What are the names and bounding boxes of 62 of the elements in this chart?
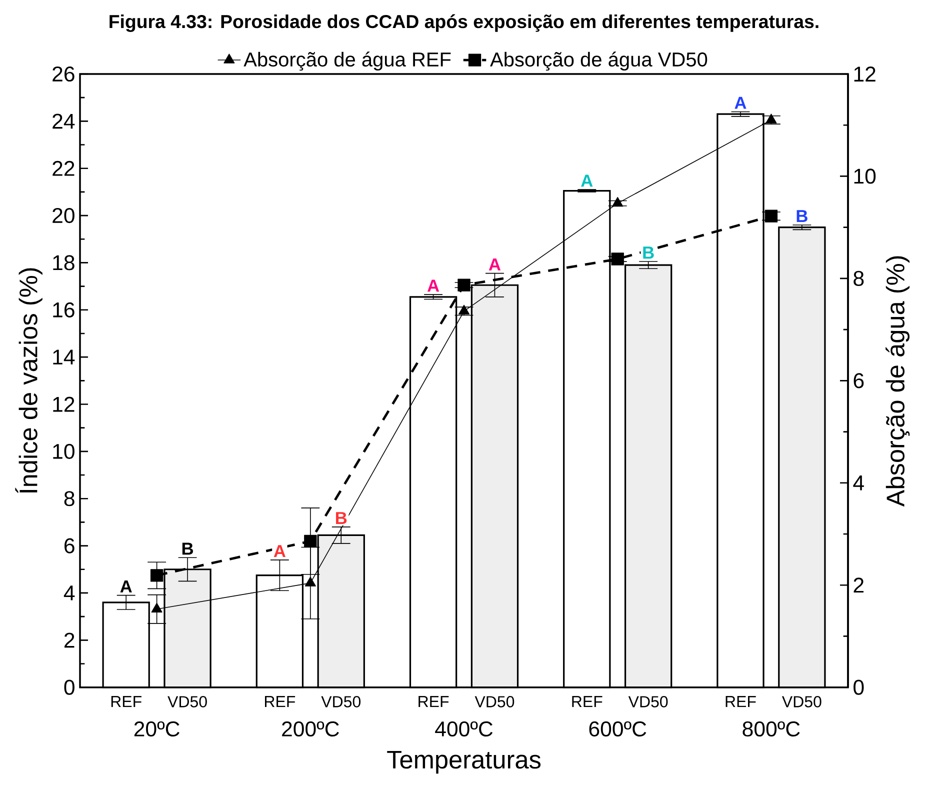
- data-label: B: [182, 542, 193, 554]
- point: [458, 304, 470, 314]
- point: [304, 534, 317, 548]
- text: REF: [265, 696, 296, 707]
- data-label: A: [274, 544, 286, 557]
- y-tick-label: 6: [64, 538, 74, 554]
- point: [458, 278, 470, 292]
- x-axis-title: Temperaturas: [387, 750, 541, 774]
- y2-tick-label: 10: [854, 168, 876, 184]
- y-tick-label: 16: [53, 302, 74, 318]
- data-label: A: [581, 174, 593, 186]
- text: VD50: [628, 696, 668, 708]
- x-tick-label: 800ºC: [742, 721, 800, 736]
- y-axis-title: Índice de vazios (%): [15, 268, 42, 493]
- data-label: A: [734, 96, 746, 109]
- y2-tick-label: 4: [853, 475, 864, 490]
- x-tick-label: 200ºC: [282, 721, 339, 736]
- y-tick-label: 12: [53, 396, 74, 412]
- text: REF: [726, 696, 756, 707]
- y-tick-label: 0: [64, 680, 74, 695]
- y-tick-label: 24: [52, 114, 75, 128]
- y2-tick-label: 8: [854, 270, 864, 286]
- y2-tick-label: 0: [854, 680, 864, 695]
- y2-axis-title: Absorção de água (%): [886, 256, 910, 506]
- chart-title: Figura 4.33: Porosidade dos CCAD após exposição em diferentes temperaturas.: [110, 14, 818, 32]
- text: REF: [572, 696, 602, 707]
- data-label: B: [643, 246, 654, 258]
- text: VD50: [782, 696, 822, 708]
- text: VD50: [321, 696, 361, 708]
- text: REF: [418, 696, 449, 707]
- x-tick-label: 400ºC: [435, 721, 493, 736]
- series-label: REF: [111, 696, 142, 707]
- point: [150, 568, 164, 582]
- data-label: B: [336, 512, 347, 524]
- x-tick-label: 600ºC: [589, 721, 646, 736]
- x-tick-label: 20ºC: [134, 721, 180, 736]
- legend-label: Absorção de água VD50: [490, 52, 708, 70]
- point: [764, 210, 778, 222]
- y-tick-label: 20: [52, 208, 74, 223]
- y-tick-label: 8: [64, 490, 74, 506]
- series-label: VD50: [168, 696, 207, 708]
- point: [611, 252, 624, 266]
- y-tick-label: 4: [64, 585, 75, 600]
- data-label: A: [427, 280, 440, 292]
- y2-tick-label: 12: [854, 66, 876, 82]
- y-tick-label: 14: [53, 350, 75, 364]
- data-label: A: [488, 258, 501, 270]
- y-tick-label: 26: [52, 66, 74, 82]
- y-tick-label: 22: [52, 160, 74, 176]
- text: VD50: [474, 696, 514, 708]
- y2-tick-label: 2: [854, 578, 864, 592]
- point: [766, 114, 777, 124]
- legend-label: Absorção de água REF: [244, 52, 451, 70]
- point: [304, 576, 316, 586]
- y-tick-label: 18: [53, 255, 74, 270]
- y-tick-label: 10: [53, 444, 74, 459]
- data-label: B: [796, 210, 808, 222]
- y2-tick-label: 6: [854, 372, 864, 388]
- point: [151, 602, 162, 612]
- data-label: A: [120, 580, 132, 592]
- point: [612, 196, 624, 206]
- y-tick-label: 2: [64, 632, 74, 648]
